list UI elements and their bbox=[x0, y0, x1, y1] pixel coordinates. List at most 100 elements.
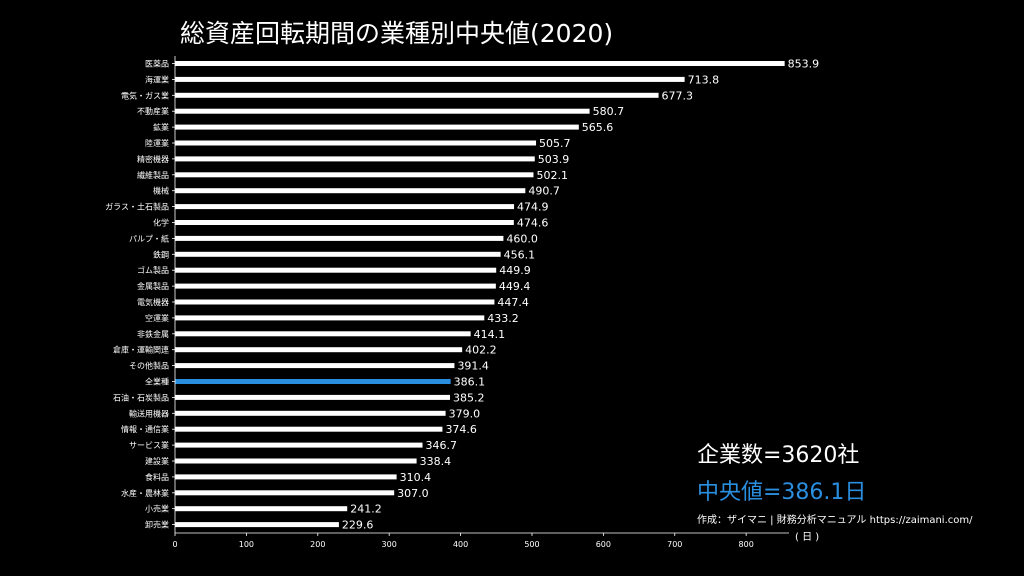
x-tick-label: 300 bbox=[382, 540, 397, 549]
value-label: 229.6 bbox=[342, 519, 374, 532]
category-label: 金属製品 bbox=[137, 281, 169, 291]
value-label: 386.1 bbox=[454, 376, 486, 389]
value-label: 505.7 bbox=[539, 137, 571, 150]
value-label: 460.0 bbox=[506, 232, 537, 245]
bar bbox=[175, 331, 471, 337]
category-label: 情報・通信業 bbox=[121, 424, 169, 434]
value-label: 433.2 bbox=[487, 312, 519, 325]
bar bbox=[175, 61, 785, 66]
category-label: 輸送用機器 bbox=[129, 408, 169, 418]
value-label: 449.4 bbox=[499, 280, 531, 293]
value-label: 474.9 bbox=[517, 201, 549, 214]
bar bbox=[175, 347, 463, 353]
value-label: 580.7 bbox=[593, 105, 625, 118]
value-label: 490.7 bbox=[528, 185, 560, 198]
category-label: 水産・農林業 bbox=[121, 488, 169, 498]
value-label: 310.4 bbox=[400, 471, 432, 484]
bar bbox=[175, 426, 443, 432]
value-label: 307.0 bbox=[397, 487, 429, 500]
category-label: 陸運業 bbox=[145, 138, 169, 148]
x-tick-label: 200 bbox=[310, 540, 325, 549]
bar bbox=[175, 76, 685, 82]
value-label: 241.2 bbox=[350, 503, 382, 516]
x-tick-label: 100 bbox=[239, 540, 254, 549]
x-axis-unit: ( 日 ) bbox=[795, 532, 820, 543]
bar bbox=[175, 140, 537, 146]
category-label: 繊維製品 bbox=[137, 170, 169, 180]
value-label: 338.4 bbox=[420, 455, 452, 468]
bar bbox=[175, 156, 535, 162]
category-label: 鉱業 bbox=[153, 122, 169, 132]
value-label: 677.3 bbox=[662, 89, 694, 102]
category-label: 全業種 bbox=[145, 377, 169, 387]
category-label: 建設業 bbox=[145, 456, 169, 466]
bar bbox=[175, 283, 496, 289]
category-label: ゴム製品 bbox=[137, 265, 169, 275]
bar bbox=[175, 108, 590, 114]
category-label: 倉庫・運輸関連 bbox=[113, 345, 169, 355]
value-label: 456.1 bbox=[504, 248, 535, 261]
value-label: 853.9 bbox=[788, 58, 820, 71]
value-label: 414.1 bbox=[474, 328, 506, 341]
bar bbox=[175, 235, 504, 241]
x-tick-label: 0 bbox=[172, 540, 177, 549]
category-label: 非鉄金属 bbox=[137, 329, 169, 339]
bar bbox=[175, 506, 348, 512]
x-tick-label: 600 bbox=[596, 540, 611, 549]
bar bbox=[175, 442, 423, 448]
company-count-note: 企業数=3620社 bbox=[697, 443, 860, 468]
category-label: ガラス・土石製品 bbox=[105, 202, 169, 212]
bar bbox=[175, 522, 339, 528]
bar bbox=[175, 410, 446, 416]
category-label: 食料品 bbox=[145, 472, 169, 482]
value-label: 447.4 bbox=[497, 296, 529, 309]
category-label: 医薬品 bbox=[145, 59, 169, 69]
bar bbox=[175, 458, 417, 464]
value-label: 385.2 bbox=[453, 391, 485, 404]
bar bbox=[175, 172, 534, 178]
category-label: 卸売業 bbox=[145, 520, 169, 530]
value-label: 565.6 bbox=[582, 121, 614, 134]
category-label: 化学 bbox=[153, 218, 169, 228]
category-label: 小売業 bbox=[145, 504, 169, 514]
x-tick-label: 800 bbox=[739, 540, 754, 549]
value-label: 474.6 bbox=[517, 217, 549, 230]
x-tick-label: 400 bbox=[453, 540, 468, 549]
bar bbox=[175, 363, 455, 369]
x-axis: 0 100 200 300 400 500 600 700 800 bbox=[172, 56, 789, 549]
bar bbox=[175, 251, 501, 257]
source-credit: 作成：ザイマニ | 財務分析マニュアル https://zaimani.com/ bbox=[697, 515, 973, 526]
bar bbox=[175, 204, 515, 210]
x-tick-label: 500 bbox=[524, 540, 539, 549]
bar bbox=[175, 379, 451, 384]
median-note: 中央値=386.1日 bbox=[697, 480, 867, 505]
value-label: 346.7 bbox=[426, 439, 458, 452]
value-label: 713.8 bbox=[688, 73, 720, 86]
chart-title: 総資産回転期間の業種別中央値(2020) bbox=[180, 19, 614, 48]
value-label: 391.4 bbox=[457, 360, 489, 373]
category-label: サービス業 bbox=[129, 440, 169, 450]
x-tick-label: 700 bbox=[667, 540, 682, 549]
value-label: 502.1 bbox=[536, 169, 568, 182]
value-label: 379.0 bbox=[449, 407, 481, 420]
value-label: 449.9 bbox=[499, 264, 530, 277]
category-label: 不動産業 bbox=[137, 106, 169, 116]
category-label: 精密機器 bbox=[137, 154, 169, 164]
category-label: 電気機器 bbox=[137, 297, 169, 307]
bars-layer: 医薬品 853.9 海運業 713.8 電気・ガス業 677.3 不動産業 580.7 鉱業 56… bbox=[105, 58, 819, 532]
value-label: 374.6 bbox=[445, 423, 477, 436]
value-label: 503.9 bbox=[538, 153, 570, 166]
bar bbox=[175, 474, 397, 480]
category-label: 空運業 bbox=[145, 313, 169, 323]
category-label: 電気・ガス業 bbox=[121, 90, 169, 100]
bar bbox=[175, 92, 659, 98]
category-label: その他製品 bbox=[129, 361, 169, 371]
bar bbox=[175, 299, 495, 305]
value-label: 402.2 bbox=[465, 344, 497, 357]
bar bbox=[175, 490, 395, 496]
category-label: 海運業 bbox=[145, 74, 169, 84]
category-label: 機械 bbox=[153, 186, 169, 196]
bar bbox=[175, 188, 526, 194]
bar bbox=[175, 394, 451, 400]
